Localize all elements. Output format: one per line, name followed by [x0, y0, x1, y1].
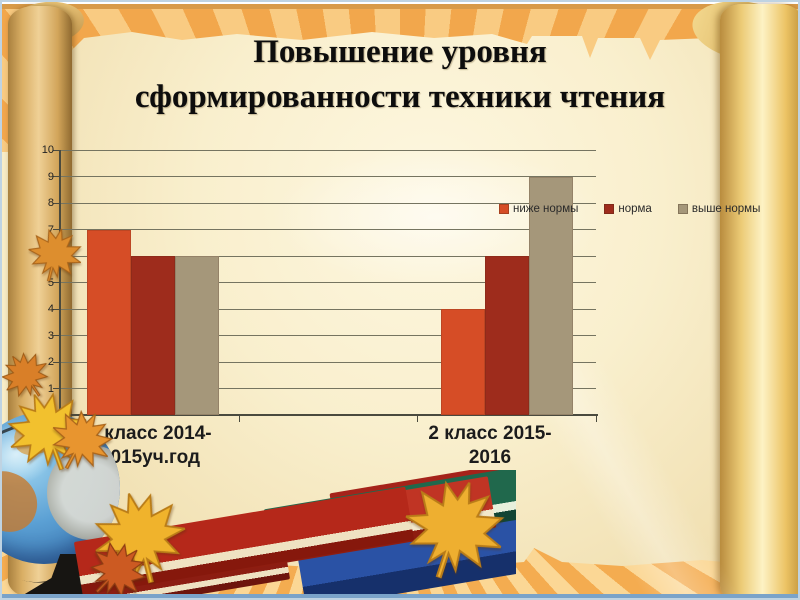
- gridline: [60, 255, 596, 257]
- y-axis-tick: [53, 282, 60, 283]
- gridline: [60, 149, 596, 151]
- bar-норма-1: [131, 256, 175, 415]
- x-category-label: 2 класс 2015- 2016: [428, 423, 552, 468]
- x-category-label: 1 класс 2014- 2015уч.год: [88, 423, 212, 468]
- x-axis-tick: [238, 415, 240, 422]
- slide-title: Повышение уровня сформированности техник…: [134, 34, 666, 115]
- y-axis-tick: [53, 361, 60, 363]
- x-axis-line: [59, 414, 598, 416]
- y-axis-tick: [53, 229, 60, 230]
- gridline: [60, 176, 596, 177]
- gridline: [60, 202, 596, 204]
- top-edge-band: [2, 2, 798, 9]
- bar-выше-нормы-1: [175, 256, 219, 415]
- legend-swatch: [677, 204, 688, 214]
- legend-item-label: норма: [618, 203, 652, 215]
- gridline: [60, 361, 596, 363]
- y-axis-tick: [53, 176, 60, 177]
- y-axis-tick: [53, 388, 60, 389]
- bar-ниже-нормы-1: [87, 229, 131, 415]
- bar-выше-нормы-2: [529, 176, 573, 415]
- y-axis-label: 4: [47, 303, 54, 315]
- x-axis-tick: [596, 415, 597, 422]
- legend-swatch: [604, 204, 615, 214]
- bar-норма-2: [485, 256, 529, 415]
- y-axis-tick: [53, 308, 60, 310]
- y-axis-label: 9: [47, 170, 54, 183]
- chart-legend: ниже нормы норма выше нормы: [499, 203, 760, 215]
- y-axis-label: 2: [47, 356, 54, 368]
- legend-item: норма: [604, 203, 652, 215]
- legend-item: выше нормы: [677, 203, 761, 215]
- y-axis-label: 5: [47, 276, 54, 289]
- gridline: [60, 308, 596, 310]
- y-axis-tick: [53, 149, 60, 151]
- legend-item-label: выше нормы: [691, 203, 761, 215]
- y-axis-label: 3: [47, 329, 54, 342]
- legend-item: ниже нормы: [499, 203, 578, 215]
- y-axis-label: 1: [47, 382, 54, 395]
- y-axis-line: [59, 150, 61, 415]
- slide-bottom-border: [2, 594, 798, 598]
- gridline: [60, 229, 596, 230]
- legend-swatch: [499, 204, 509, 214]
- x-axis-tick: [417, 415, 419, 422]
- scroll-roll-right: [720, 4, 798, 598]
- y-axis-label: 8: [47, 197, 54, 209]
- gridline: [60, 335, 596, 336]
- legend-item-label: ниже нормы: [513, 203, 579, 215]
- y-axis-label: 10: [41, 144, 54, 156]
- gridline: [60, 388, 596, 389]
- y-axis-tick: [53, 202, 60, 204]
- y-axis-tick: [53, 335, 60, 336]
- bar-ниже-нормы-2: [441, 309, 485, 415]
- y-axis-label: 7: [47, 223, 54, 236]
- gridline: [60, 282, 596, 283]
